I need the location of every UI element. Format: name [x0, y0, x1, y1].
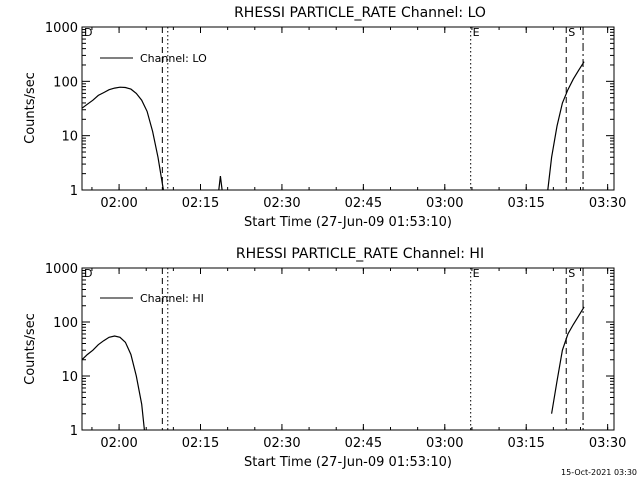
footer-timestamp: 15-Oct-2021 03:30 — [561, 468, 637, 477]
series-line — [551, 306, 585, 414]
y-tick-label: 100 — [53, 75, 78, 90]
series-line — [81, 335, 145, 431]
series-line — [81, 86, 164, 191]
legend: Channel: HI — [100, 292, 204, 305]
x-tick-label: 02:45 — [345, 196, 382, 211]
legend-label: Channel: LO — [140, 52, 207, 65]
x-tick-label: 02:30 — [263, 196, 300, 211]
x-tick-label: 03:00 — [426, 436, 463, 451]
x-tick-label: 02:00 — [100, 436, 137, 451]
event-marker-label: E — [473, 267, 480, 280]
legend-label: Channel: HI — [140, 292, 204, 305]
x-axis-label: Start Time (27-Jun-09 01:53:10) — [244, 455, 452, 470]
y-tick-label: 1000 — [45, 21, 78, 36]
y-axis-label: Counts/sec — [23, 72, 38, 144]
x-tick-label: 03:15 — [507, 436, 544, 451]
y-tick-label: 1 — [70, 424, 78, 439]
x-tick-label: 02:45 — [345, 436, 382, 451]
plot-frame — [81, 267, 615, 431]
series-line — [218, 176, 223, 191]
legend: Channel: LO — [100, 52, 207, 65]
x-tick-label: 02:15 — [182, 196, 219, 211]
series-line — [547, 61, 585, 191]
y-tick-label: 100 — [53, 316, 78, 331]
x-axis-label: Start Time (27-Jun-09 01:53:10) — [244, 215, 452, 230]
y-tick-label: 10 — [61, 130, 78, 145]
x-ticks: 02:00 02:15 02:30 02:45 03:00 03:15 03:30 — [91, 268, 626, 451]
panel-hi: RHESSI PARTICLE_RATE Channel: HI Counts/… — [23, 246, 626, 470]
y-ticks: 1 10 100 1000 — [45, 21, 614, 199]
x-ticks: 02:00 02:15 02:30 02:45 03:00 03:15 03:30 — [91, 27, 626, 211]
corner-label-d: D — [84, 26, 92, 39]
y-ticks: 1 10 100 1000 — [45, 262, 614, 439]
chart-title: RHESSI PARTICLE_RATE Channel: LO — [234, 5, 486, 21]
event-marker-label: E — [473, 26, 480, 39]
y-tick-label: 1000 — [45, 262, 78, 277]
corner-label-d: D — [84, 267, 92, 280]
series-lines — [81, 306, 585, 431]
panel-lo: RHESSI PARTICLE_RATE Channel: LO Counts/… — [23, 5, 626, 230]
x-tick-label: 03:30 — [589, 436, 626, 451]
y-axis-label: Counts/sec — [23, 313, 38, 385]
y-tick-label: 1 — [70, 184, 78, 199]
series-lines — [81, 61, 585, 191]
chart-title: RHESSI PARTICLE_RATE Channel: HI — [236, 246, 484, 262]
event-marker-label: S — [568, 26, 575, 39]
x-tick-label: 03:15 — [507, 196, 544, 211]
x-tick-label: 02:00 — [100, 196, 137, 211]
event-marker-label: S — [568, 267, 575, 280]
plot-frame — [81, 26, 615, 191]
x-tick-label: 03:00 — [426, 196, 463, 211]
x-tick-label: 03:30 — [589, 196, 626, 211]
x-tick-label: 02:15 — [182, 436, 219, 451]
y-tick-label: 10 — [61, 370, 78, 385]
x-tick-label: 02:30 — [263, 436, 300, 451]
